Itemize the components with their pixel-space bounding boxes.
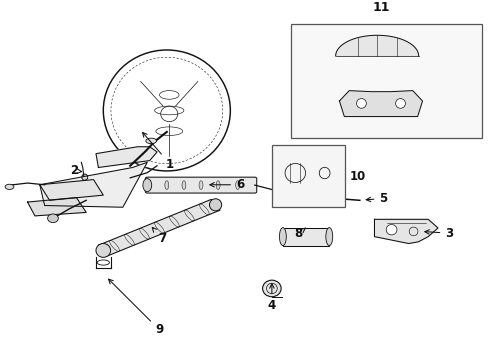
Ellipse shape bbox=[199, 181, 203, 189]
Ellipse shape bbox=[209, 199, 221, 211]
Text: 11: 11 bbox=[372, 1, 390, 14]
Text: 6: 6 bbox=[210, 178, 244, 191]
FancyBboxPatch shape bbox=[146, 177, 257, 193]
Ellipse shape bbox=[48, 214, 58, 222]
Ellipse shape bbox=[357, 99, 367, 108]
Ellipse shape bbox=[96, 243, 111, 257]
Ellipse shape bbox=[395, 99, 405, 108]
Polygon shape bbox=[40, 180, 103, 200]
Text: 4: 4 bbox=[268, 284, 276, 312]
Polygon shape bbox=[374, 219, 438, 243]
Ellipse shape bbox=[165, 181, 169, 189]
Ellipse shape bbox=[386, 225, 397, 235]
Text: 8: 8 bbox=[294, 227, 306, 240]
Bar bbox=[292, 24, 482, 138]
Ellipse shape bbox=[326, 228, 333, 246]
Polygon shape bbox=[99, 199, 220, 256]
Polygon shape bbox=[340, 91, 422, 117]
Ellipse shape bbox=[290, 191, 298, 199]
Polygon shape bbox=[96, 147, 157, 167]
Ellipse shape bbox=[236, 181, 240, 189]
Polygon shape bbox=[27, 198, 86, 216]
Bar bbox=[283, 228, 329, 246]
Text: 1: 1 bbox=[143, 132, 174, 171]
Text: 10: 10 bbox=[350, 170, 367, 183]
Polygon shape bbox=[40, 162, 147, 207]
Polygon shape bbox=[336, 35, 418, 56]
Text: 7: 7 bbox=[152, 228, 166, 245]
Text: 2: 2 bbox=[70, 165, 82, 177]
Ellipse shape bbox=[279, 228, 286, 246]
Text: 3: 3 bbox=[425, 227, 453, 240]
Ellipse shape bbox=[146, 138, 157, 144]
Ellipse shape bbox=[182, 181, 186, 189]
Text: 9: 9 bbox=[109, 279, 164, 337]
Ellipse shape bbox=[143, 179, 152, 192]
Ellipse shape bbox=[216, 181, 220, 189]
Ellipse shape bbox=[82, 174, 88, 180]
Text: 5: 5 bbox=[366, 192, 388, 205]
Bar bbox=[272, 145, 345, 207]
Ellipse shape bbox=[5, 184, 14, 189]
Ellipse shape bbox=[263, 280, 281, 297]
